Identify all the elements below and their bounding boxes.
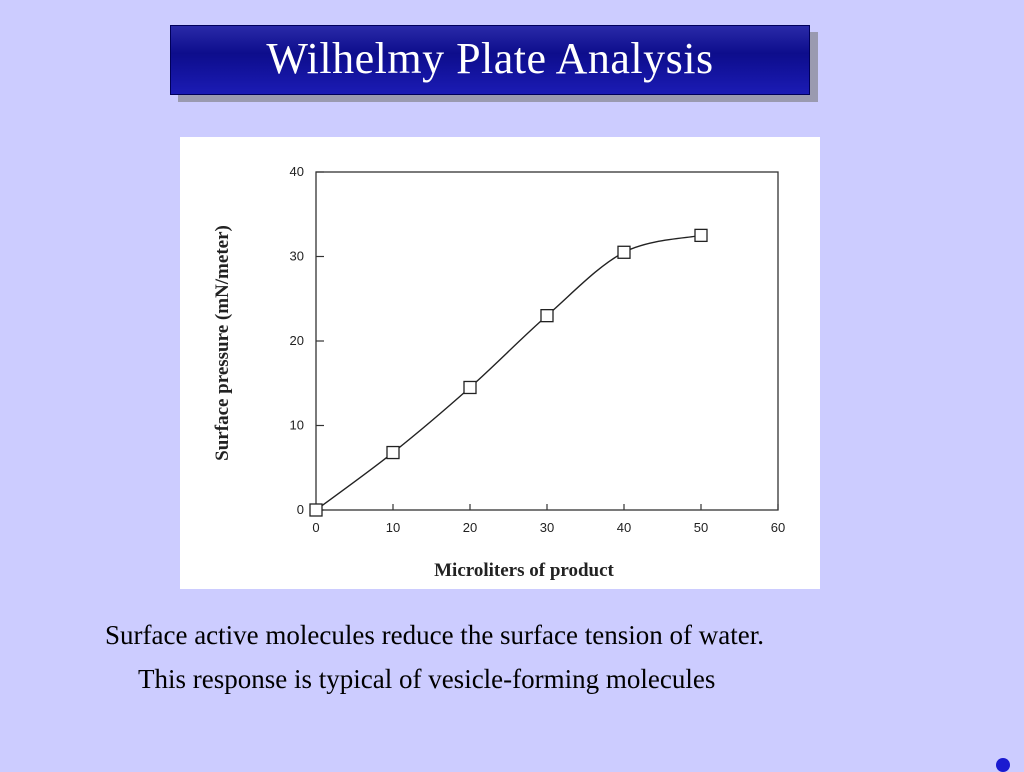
data-point-marker (386, 445, 400, 460)
x-tick-label: 10 (386, 520, 400, 535)
data-point-marker (617, 245, 631, 259)
y-tick-label: 0 (297, 502, 304, 517)
y-axis: 0 10 20 30 40 (290, 164, 324, 517)
data-point-marker (540, 308, 554, 323)
y-axis-title: Surface pressure (mN/meter) (212, 225, 233, 461)
x-tick-label: 40 (617, 520, 631, 535)
x-axis-title: Microliters of product (434, 560, 614, 581)
x-axis: 0 10 20 30 40 50 60 (312, 504, 785, 535)
x-tick-label: 20 (463, 520, 477, 535)
y-tick-label: 10 (290, 418, 304, 433)
x-tick-label: 60 (771, 520, 785, 535)
caption-line-2: This response is typical of vesicle-form… (138, 664, 716, 694)
data-point-marker (463, 380, 477, 395)
surface-pressure-chart: 0 10 20 30 40 50 60 0 10 20 30 40 Microliters of p… (212, 164, 785, 581)
slide-title: Wilhelmy Plate Analysis (266, 33, 714, 83)
y-tick-label: 40 (290, 164, 304, 179)
series-line (315, 234, 702, 511)
data-point-marker (309, 503, 323, 517)
x-tick-label: 0 (312, 520, 319, 535)
y-tick-label: 30 (290, 249, 304, 264)
caption-line-1: Surface active molecules reduce the surf… (105, 620, 764, 650)
x-tick-label: 30 (540, 520, 554, 535)
data-point-marker (694, 228, 708, 243)
title-bar: Wilhelmy Plate Analysis (170, 25, 810, 95)
x-tick-label: 50 (694, 520, 708, 535)
corner-dot (996, 758, 1010, 772)
chart-panel: 0 10 20 30 40 50 60 0 10 20 30 40 Microliters of p… (180, 137, 820, 589)
y-tick-label: 20 (290, 333, 304, 348)
series-layer (309, 228, 708, 517)
